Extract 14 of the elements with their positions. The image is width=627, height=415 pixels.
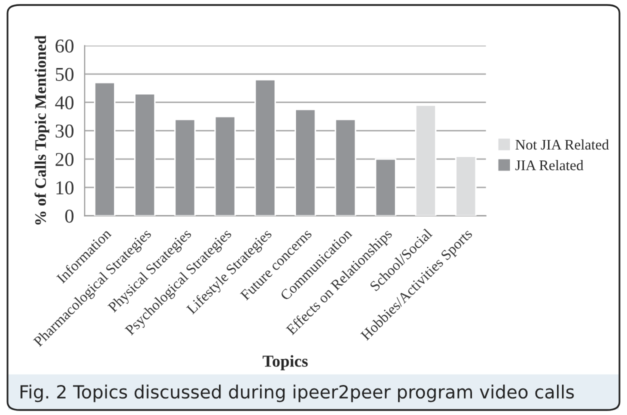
y-tick-label: 60 [56,39,74,53]
y-tick-label: 30 [56,124,74,138]
x-axis-title: Topics [262,355,308,370]
bar [455,156,477,216]
caption: Fig. 2 Topics discussed during ipeer2peer program video calls [20,384,574,402]
y-tick-label: 50 [56,68,74,81]
y-tick-label: 40 [55,96,74,110]
y-tick-label: 20 [56,152,74,166]
y-tick-label: 0 [65,210,74,223]
legend-label: JIA Related [515,160,584,170]
bar [415,104,436,216]
legend-label: Not JIA Related [516,139,609,150]
y-axis-title: % of Calls Topic Mentioned [34,35,50,224]
y-tick-label: 10 [56,181,74,194]
